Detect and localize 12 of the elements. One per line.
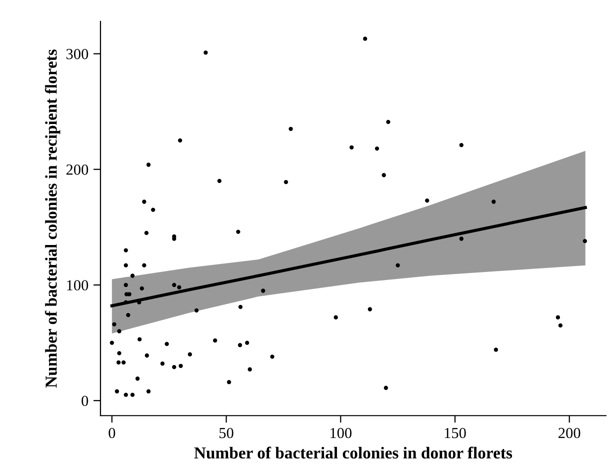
x-tick-label: 100	[330, 428, 352, 438]
line-series	[110, 206, 587, 308]
y-axis-title: Number of bacterial colonies in recipient florets	[44, 49, 60, 388]
x-tick-label: 50	[220, 428, 234, 438]
x-tick-label: 0	[108, 428, 116, 438]
y-tick-label: 300	[66, 48, 88, 60]
x-tick-label: 200	[558, 428, 580, 438]
y-tick-label: 100	[67, 280, 88, 290]
x-tick-label: 150	[444, 428, 466, 438]
y-tick-label: 200	[66, 164, 88, 175]
y-tick-label: 0	[82, 396, 88, 406]
x-axis-title: Number of bacterial colonies in donor florets	[194, 446, 512, 459]
